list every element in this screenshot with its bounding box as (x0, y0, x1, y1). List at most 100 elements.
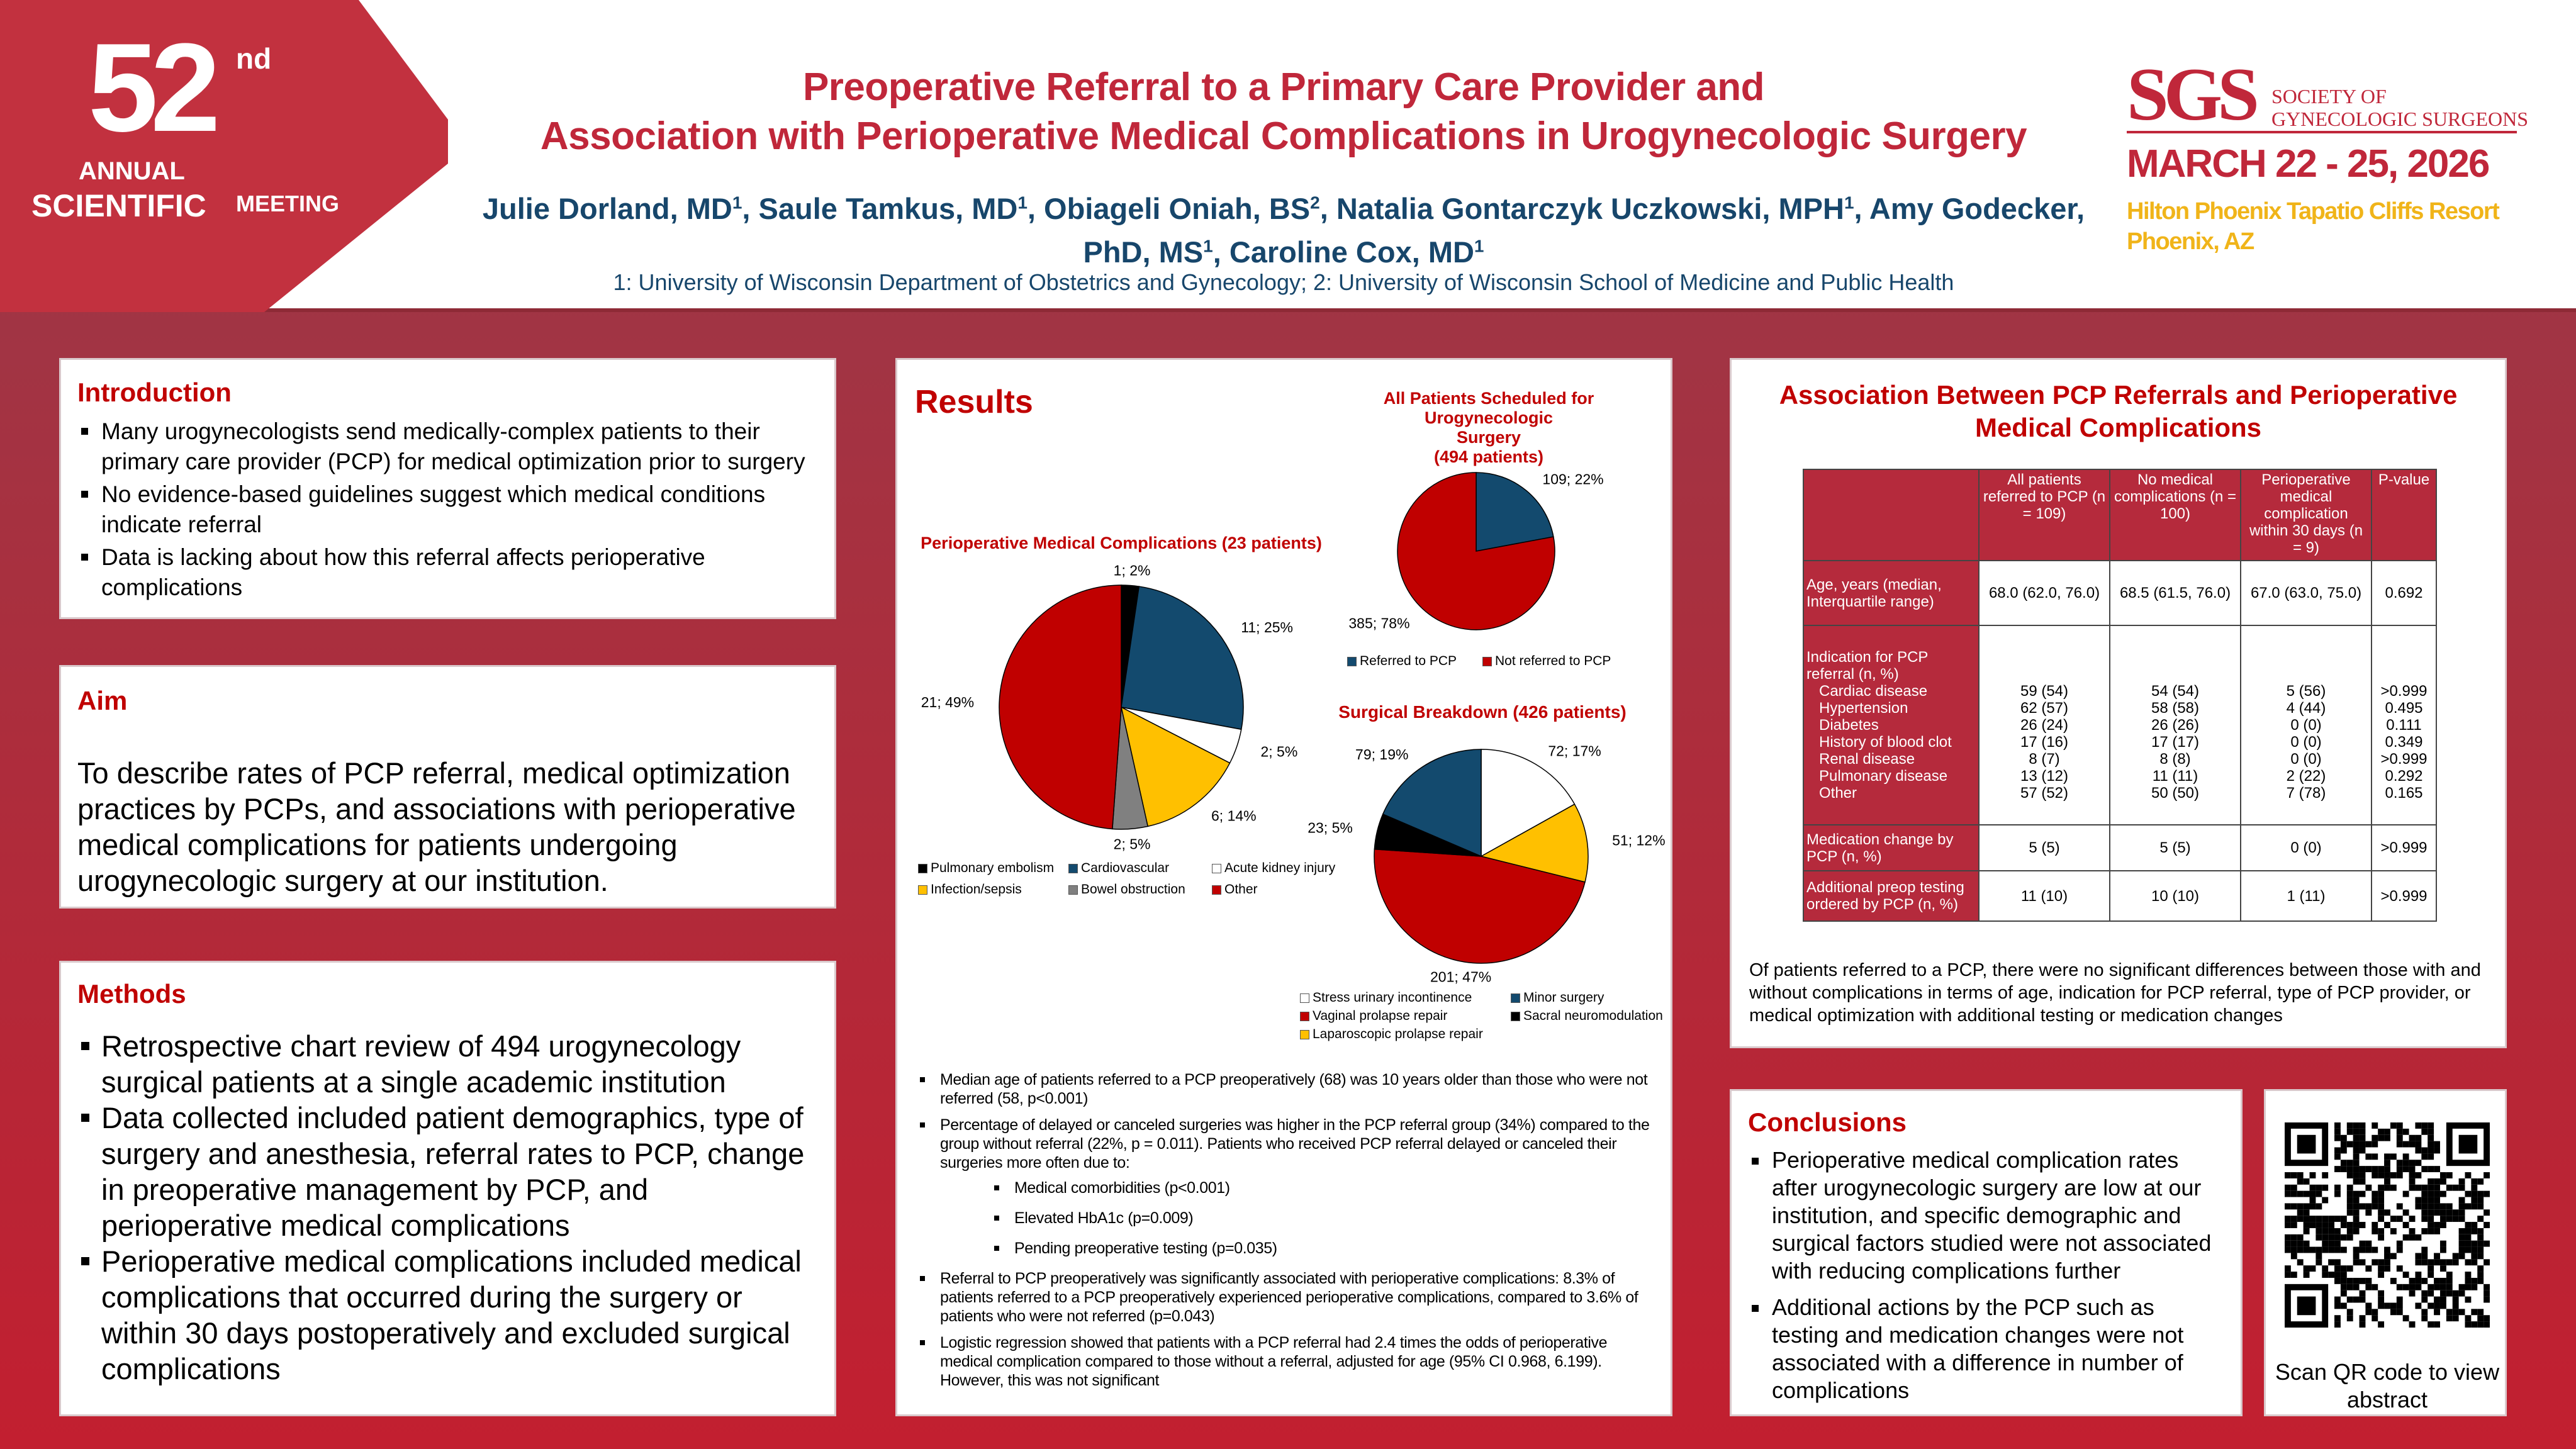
sub-list-item: Medical comorbidities (p<0.001) (990, 1178, 1655, 1197)
meeting-date: MARCH 22 - 25, 2026 (2127, 142, 2490, 186)
legend-item: Pulmonary embolism (918, 861, 1054, 876)
legend-label: Laparoscopic prolapse repair (1313, 1027, 1483, 1041)
author: Natalia Gontarczyk Uczkowski, MPH1 (1336, 191, 1854, 225)
table-cell: >0.999 (2371, 870, 2437, 922)
chart-title-referral: All Patients Scheduled for Urogynecologi… (1383, 389, 1594, 466)
table-row: Indication for PCP referral (n, %) Cardia… (1803, 625, 2437, 825)
pie-charts: 1; 2% 11; 25% 2; 5% 6; 14% 2; 5% 21; 49% 109; … (921, 471, 1666, 985)
legend-swatch (1347, 656, 1357, 666)
data-label: 79; 19% (1355, 746, 1408, 763)
poster-title: Preoperative Referral to a Primary Care … (453, 63, 2114, 161)
data-label: 1; 2% (1114, 562, 1151, 579)
title-line: Association with Perioperative Medical C… (540, 115, 2027, 158)
qr-caption: Scan QR code to view abstract (2275, 1359, 2500, 1413)
legend-swatch (918, 863, 927, 873)
legend-label: Referred to PCP (1360, 654, 1457, 668)
table-row: Additional preop testing ordered by PCP … (1803, 870, 2437, 922)
table-cell: Medication change by PCP (n, %) (1803, 824, 1980, 871)
legend-swatch (1068, 885, 1078, 895)
meeting-venue: Hilton Phoenix Tapatio Cliffs Resort Phoe… (2127, 198, 2500, 255)
legend-label: Bowel obstruction (1081, 882, 1185, 897)
legend-item: Bowel obstruction (1068, 882, 1185, 897)
section-heading: Methods (77, 979, 186, 1009)
legend-label: Sacral neuromodulation (1523, 1009, 1663, 1023)
qr-code[interactable] (2285, 1122, 2490, 1328)
legend-item: Infection/sepsis (918, 882, 1022, 897)
list-item: Retrospective chart review of 494 urogyn… (77, 1028, 818, 1100)
list-item: Many urogynecologists send medically-com… (77, 417, 818, 477)
legend-label: Acute kidney injury (1224, 861, 1336, 875)
table-cell: Age, years (median, Interquartile range) (1803, 560, 1980, 626)
legend-swatch (1300, 1011, 1309, 1021)
poster-header: 52 nd ANNUAL SCIENTIFIC MEETING Preopera… (0, 0, 2576, 312)
data-label: 11; 25% (1241, 619, 1293, 635)
legend-label: Other (1224, 882, 1258, 897)
section-heading: Introduction (77, 378, 232, 407)
data-label: 6; 14% (1211, 808, 1257, 824)
pie-slice (1481, 749, 1576, 858)
methods-section: Methods Retrospective chart review of 49… (59, 961, 836, 1416)
data-label: 21; 49% (921, 694, 974, 710)
table-cell: 67.0 (63.0, 75.0) (2240, 560, 2372, 626)
legend-item: Stress urinary incontinence (1300, 990, 1472, 1005)
table-cell: 5 (56) 4 (44) 0 (0) 0 (0) 0 (0) 2 (22) 7 (78) (2240, 625, 2372, 825)
association-table: All patients referred to PCP (n = 109) N… (1803, 469, 2437, 922)
list-item: Median age of patients referred to a PCP… (916, 1070, 1655, 1108)
data-label: 201; 47% (1430, 969, 1491, 985)
table-cell: 0.692 (2371, 560, 2437, 626)
chart-title-surgical: Surgical Breakdown (426 patients) (1338, 702, 1627, 722)
introduction-section: Introduction Many urogynecologists send … (59, 358, 836, 619)
legend-item: Not referred to PCP (1482, 654, 1611, 669)
sub-list-item: Pending preoperative testing (p=0.035) (990, 1239, 1655, 1258)
aim-text: To describe rates of PCP referral, medic… (77, 756, 796, 897)
legend-swatch (1482, 656, 1492, 666)
legend-swatch (1300, 993, 1309, 1003)
legend-swatch (918, 885, 927, 895)
legend-item: Laparoscopic prolapse repair (1300, 1027, 1483, 1042)
table-cell: >0.999 0.495 0.111 0.349 >0.999 0.292 0.165 (2371, 625, 2437, 825)
legend-swatch (1212, 885, 1221, 895)
table-cell: 11 (10) (1978, 870, 2110, 922)
chart-title-complications: Perioperative Medical Complications (23 … (921, 534, 1322, 552)
legend-label: Vaginal prolapse repair (1313, 1009, 1448, 1023)
table-footnote: Of patients referred to a PCP, there wer… (1749, 960, 2481, 1026)
table-cell: 10 (10) (2109, 870, 2241, 922)
legend-item: Sacral neuromodulation (1511, 1009, 1663, 1024)
legend-swatch (1300, 1029, 1309, 1039)
pie-slice (1382, 749, 1482, 858)
author: Saule Tamkus, MD1 (758, 191, 1028, 225)
table-cell: 5 (5) (1978, 824, 2110, 871)
list-item: Percentage of delayed or canceled surger… (916, 1116, 1655, 1258)
table-cell: 68.5 (61.5, 76.0) (2109, 560, 2241, 626)
table-row: Medication change by PCP (n, %) 5 (5) 5 (5… (1803, 824, 2437, 871)
list-item: Data is lacking about how this referral … (77, 542, 818, 603)
legend-item: Acute kidney injury (1212, 861, 1335, 876)
section-heading: Association Between PCP Referrals and Pe… (1779, 380, 2458, 442)
aim-section: Aim To describe rates of PCP referral, m… (59, 665, 836, 909)
legend-item: Other (1212, 882, 1258, 897)
legend-label: Cardiovascular (1081, 861, 1170, 875)
list-item: Perioperative medical complications incl… (77, 1243, 818, 1387)
legend-swatch (1068, 863, 1078, 873)
pie-slice (1397, 472, 1555, 630)
list-item: Logistic regression showed that patients… (916, 1333, 1655, 1390)
legend-label: Minor surgery (1523, 990, 1604, 1005)
legend-item: Vaginal prolapse repair (1300, 1009, 1447, 1024)
data-label: 385; 78% (1348, 615, 1409, 632)
legend-item: Referred to PCP (1347, 654, 1457, 669)
pie-slice (999, 585, 1122, 830)
legend-swatch (1212, 863, 1221, 873)
legend-swatch (1511, 993, 1520, 1003)
section-heading: Conclusions (1748, 1107, 1907, 1137)
legend-item: Cardiovascular (1068, 861, 1169, 876)
author-list: Julie Dorland, MD1, Saule Tamkus, MD1, O… (482, 191, 2085, 269)
divider (2127, 131, 2517, 133)
table-cell: 54 (54) 58 (58) 26 (26) 17 (17) 8 (8) 11 (11)… (2109, 625, 2241, 825)
list-item: Data collected included patient demograp… (77, 1100, 818, 1243)
sub-list-item: Elevated HbA1c (p=0.009) (990, 1209, 1655, 1228)
author: Julie Dorland, MD1 (482, 191, 742, 225)
list-item: Additional actions by the PCP such as te… (1748, 1294, 2224, 1404)
legend-label: Pulmonary embolism (931, 861, 1055, 875)
association-table-section: Association Between PCP Referrals and Pe… (1730, 358, 2507, 1048)
legend-item: Minor surgery (1511, 990, 1604, 1005)
